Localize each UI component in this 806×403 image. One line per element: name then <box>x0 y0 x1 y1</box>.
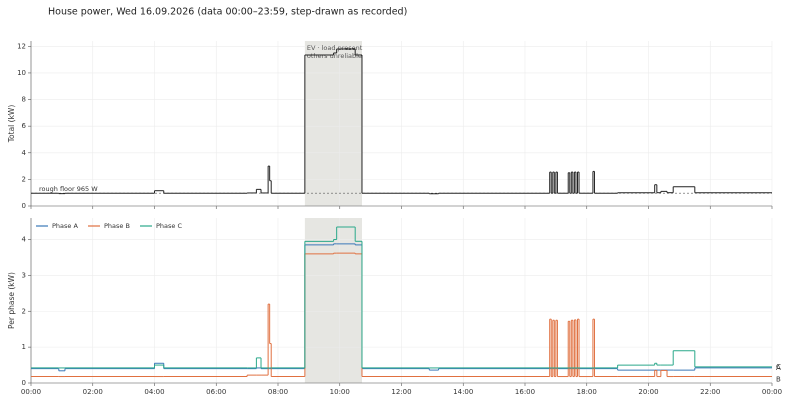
y-tick-label: 4 <box>22 236 27 244</box>
y-tick-label: 1 <box>22 343 26 351</box>
x-tick-label: 06:00 <box>206 388 226 396</box>
x-tick-label: 16:00 <box>515 388 535 396</box>
series-end-label: C <box>776 363 781 371</box>
x-tick-label: 20:00 <box>638 388 658 396</box>
x-tick-label: 12:00 <box>391 388 411 396</box>
x-tick-label: 10:00 <box>330 388 350 396</box>
y-tick-label: 0 <box>22 202 26 210</box>
x-tick-label: 18:00 <box>577 388 597 396</box>
y-tick-label: 2 <box>22 175 26 183</box>
floor-label: rough floor 965 W <box>39 185 98 193</box>
y-tick-label: 4 <box>22 149 27 157</box>
x-tick-label: 22:00 <box>700 388 720 396</box>
chart-title: House power, Wed 16.09.2026 (data 00:00–… <box>48 7 407 18</box>
y-tick-label: 10 <box>17 69 26 77</box>
shade-region <box>304 218 362 383</box>
y-axis-label: Per phase (kW) <box>7 272 16 329</box>
y-tick-label: 2 <box>22 307 26 315</box>
y-tick-label: 3 <box>22 271 26 279</box>
annotation: others unreliable <box>307 52 362 60</box>
x-tick-label: 14:00 <box>453 388 473 396</box>
legend-label: Phase B <box>104 222 130 230</box>
legend-label: Phase A <box>52 222 78 230</box>
series-end-label: B <box>776 376 781 384</box>
x-tick-label: 08:00 <box>268 388 288 396</box>
series-line <box>31 226 772 369</box>
x-tick-label: 00:00 <box>762 388 782 396</box>
annotation: EV · load present <box>307 44 363 52</box>
y-tick-label: 12 <box>17 42 26 50</box>
legend-label: Phase C <box>156 222 182 230</box>
y-axis-label: Total (kW) <box>7 105 16 144</box>
y-tick-label: 8 <box>22 96 26 104</box>
shade-region <box>304 41 362 206</box>
x-tick-label: 04:00 <box>144 388 164 396</box>
y-tick-label: 0 <box>22 379 26 387</box>
x-tick-label: 02:00 <box>83 388 103 396</box>
x-tick-label: 00:00 <box>21 388 41 396</box>
series-end-label: A <box>776 364 781 372</box>
y-tick-label: 6 <box>22 122 27 130</box>
